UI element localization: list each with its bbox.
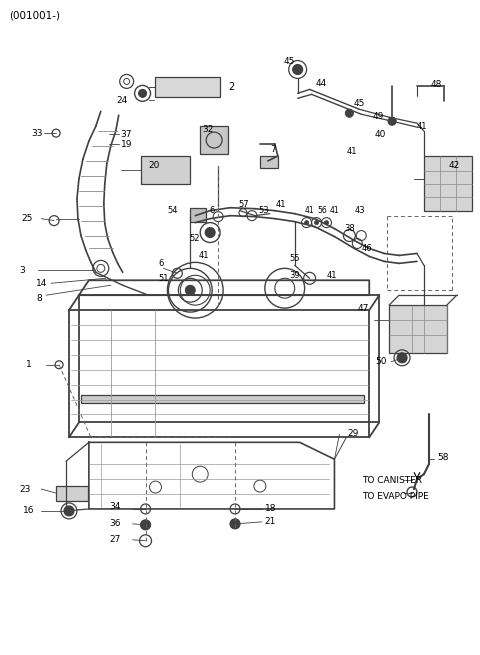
Text: 29: 29 [348,429,359,438]
Bar [56,486,88,501]
Text: (001001-): (001001-) [9,11,60,21]
Ellipse shape [397,353,407,363]
Text: 40: 40 [374,130,385,139]
Bar [190,208,206,221]
Ellipse shape [230,519,240,529]
Text: 58: 58 [437,453,448,462]
Text: 41: 41 [347,147,357,155]
Text: 37: 37 [120,130,132,139]
Text: 1: 1 [26,360,32,369]
Bar [389,305,447,353]
Text: 19: 19 [120,140,132,149]
Ellipse shape [185,285,195,295]
Text: 16: 16 [23,506,35,515]
Ellipse shape [205,227,215,238]
Text: 48: 48 [431,80,442,89]
Text: 45: 45 [284,57,295,66]
Ellipse shape [293,65,302,75]
Text: 53: 53 [258,206,268,215]
Bar [260,156,278,168]
Text: 20: 20 [148,161,160,170]
Text: 2: 2 [228,83,234,92]
Text: 33: 33 [31,128,43,138]
Text: 14: 14 [36,279,48,288]
Text: 50: 50 [376,357,387,366]
Text: 47: 47 [358,304,369,312]
Text: 49: 49 [373,112,384,121]
Text: 45: 45 [353,99,365,108]
Text: 41: 41 [276,200,286,209]
Bar [200,126,228,154]
Text: TO EVAPO PIPE: TO EVAPO PIPE [362,491,429,500]
Ellipse shape [324,221,328,225]
Text: 36: 36 [109,519,120,529]
Ellipse shape [346,109,353,117]
Bar [156,77,220,98]
Text: 32: 32 [202,124,214,134]
Text: 3: 3 [19,266,25,275]
Text: 24: 24 [117,96,128,105]
Text: 44: 44 [315,79,327,88]
Text: 41: 41 [329,206,339,215]
Text: 38: 38 [344,224,355,233]
Text: 7: 7 [270,145,276,153]
Text: 57: 57 [238,200,249,209]
Text: 42: 42 [449,161,460,170]
Text: 39: 39 [289,271,300,280]
Ellipse shape [139,89,146,98]
Bar [81,394,364,403]
Text: 6: 6 [210,206,215,215]
Text: 27: 27 [109,535,120,544]
Ellipse shape [388,117,396,125]
Text: 25: 25 [21,214,33,223]
Text: 41: 41 [198,251,209,260]
Bar [424,156,472,211]
Text: 46: 46 [361,244,372,253]
Text: 6: 6 [158,259,164,268]
Ellipse shape [314,221,319,225]
Text: 54: 54 [168,206,179,215]
Text: 41: 41 [417,122,428,130]
Text: TO CANISTER: TO CANISTER [362,476,422,485]
Text: 41: 41 [305,206,314,215]
Text: 21: 21 [265,517,276,527]
Ellipse shape [141,520,151,530]
Bar [141,156,190,184]
Text: 51: 51 [158,274,169,283]
Text: 8: 8 [36,293,42,303]
Ellipse shape [64,506,74,516]
Text: 52: 52 [190,234,200,243]
Text: 23: 23 [19,485,31,494]
Text: 55: 55 [290,254,300,263]
Ellipse shape [305,221,309,225]
Text: 43: 43 [354,206,365,215]
Text: 34: 34 [109,502,120,512]
Text: 56: 56 [318,206,327,215]
Text: 18: 18 [265,504,276,514]
Text: 41: 41 [326,271,337,280]
